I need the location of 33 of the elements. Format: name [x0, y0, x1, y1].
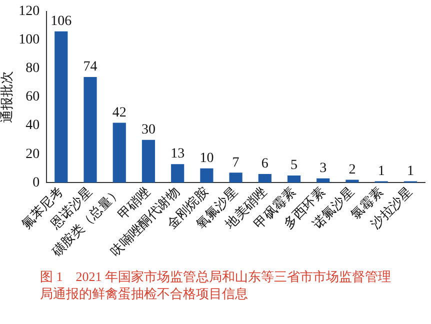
bar: [200, 168, 214, 183]
data-label: 7: [232, 155, 240, 170]
bar: [229, 172, 242, 183]
data-label: 74: [83, 60, 98, 75]
y-axis-title: 通报批次: [0, 71, 14, 124]
data-label: 6: [261, 156, 268, 172]
data-label: 13: [170, 146, 185, 162]
y-tick-label: 20: [26, 146, 40, 162]
y-tick-label: 80: [26, 61, 40, 76]
bar: [316, 178, 330, 183]
data-label: 30: [141, 122, 156, 138]
bar: [171, 164, 184, 183]
bar: [54, 31, 68, 183]
y-tick-label: 40: [26, 118, 40, 134]
data-label: 106: [50, 14, 72, 30]
data-label: 1: [378, 164, 385, 179]
data-label: 2: [348, 162, 356, 178]
y-tick-label: 120: [18, 4, 40, 20]
bar: [258, 174, 272, 183]
bar: [84, 77, 97, 183]
bar: [287, 175, 301, 183]
bar: [112, 122, 126, 183]
data-label: 1: [406, 164, 414, 179]
y-tick-label: 0: [32, 175, 40, 190]
y-tick-label: 100: [18, 32, 40, 48]
bar: [346, 180, 359, 183]
data-label: 3: [320, 161, 327, 176]
data-label: 42: [112, 105, 126, 120]
bar: [142, 140, 156, 183]
y-tick-label: 60: [26, 90, 40, 105]
data-label: 5: [290, 158, 298, 174]
data-label: 10: [200, 151, 214, 166]
caption: 图 1 2021 年国家市场监管总局和山东等三省市市场监督管理局通报的鲜禽蛋抽检不合格项目信息: [40, 268, 392, 302]
